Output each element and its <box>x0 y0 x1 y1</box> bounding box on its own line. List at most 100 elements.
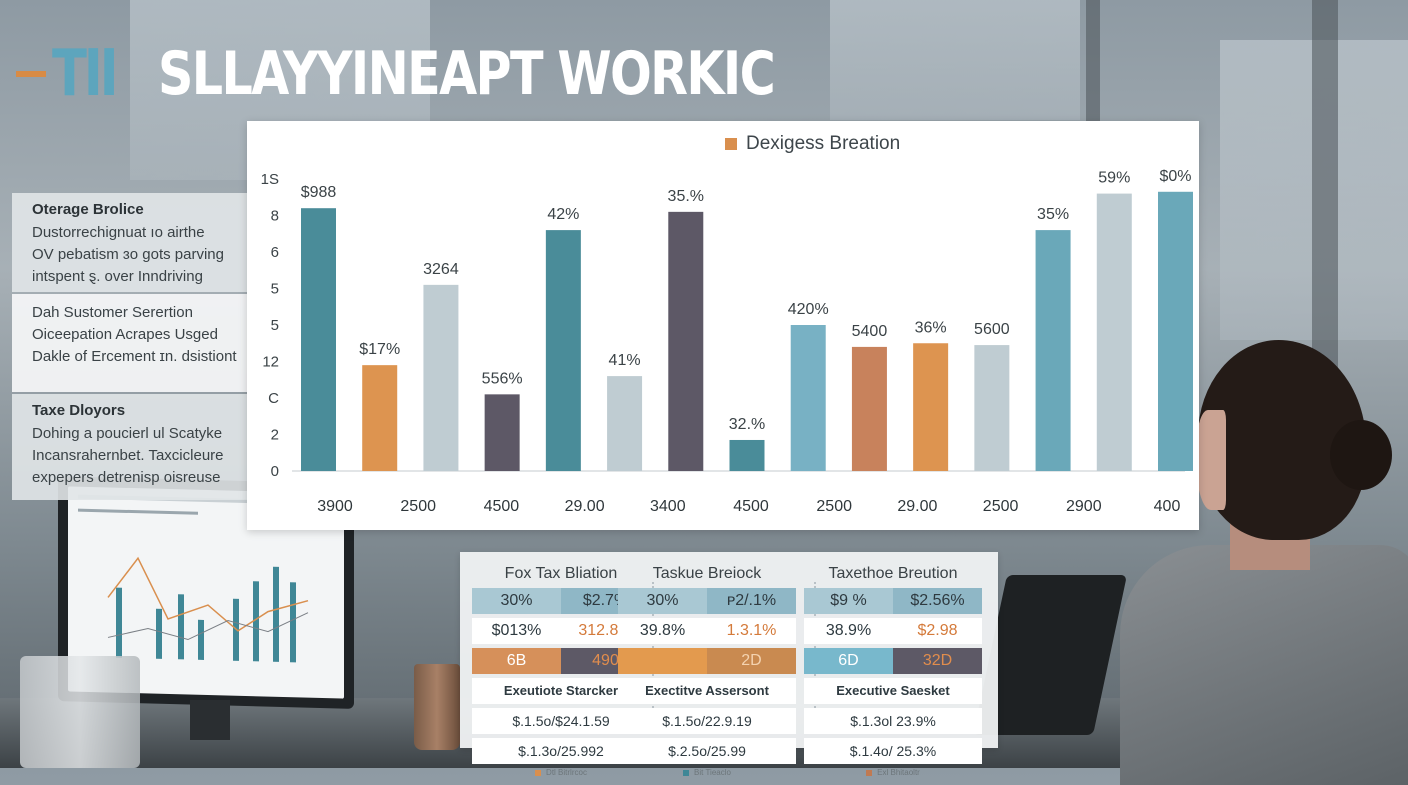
table-row: Executive Saesket <box>804 678 982 704</box>
table-cell: 32D <box>893 648 982 674</box>
bar <box>851 346 887 471</box>
info-line: Incansrahernbet. Taxcicleure <box>32 447 224 464</box>
bar-data-label: 5600 <box>974 321 1010 338</box>
table-header: Taskue Breiock <box>652 565 762 582</box>
footer-swatch <box>535 769 542 776</box>
table-cell: 38.9% <box>825 622 872 639</box>
table-cell: $.1.5o/$24.1.59 <box>512 713 610 729</box>
bar <box>1035 230 1071 471</box>
table-row: $.1.3ol 23.9% <box>804 708 982 734</box>
info-heading: Oterage Brolice <box>32 201 144 218</box>
bar-data-label: 42% <box>547 206 579 223</box>
bar <box>668 211 704 471</box>
table-cell: 39.8% <box>639 622 686 639</box>
table-cell: $013% <box>491 622 542 639</box>
table-label: Exectitve Assersont <box>645 683 769 698</box>
info-line: intspent ȿ. over Inndriving <box>32 268 203 285</box>
x-tick-label: 29.00 <box>897 498 937 515</box>
table-cell: $9 % <box>830 592 867 609</box>
y-tick-label: 1S <box>261 171 279 188</box>
info-line: Dakle of Ercement ɪn. dsistiont <box>32 348 237 365</box>
table-cell: 1.3.1% <box>726 622 777 639</box>
legend-label: Dexigess Breation <box>746 133 901 154</box>
table-cell: ᴘ2/.1% <box>707 588 796 614</box>
bar <box>913 343 949 471</box>
footer-swatch <box>683 769 690 776</box>
bar <box>545 230 581 471</box>
bar-data-label: 32.% <box>729 416 765 433</box>
table-row: 6B 490 <box>472 648 650 674</box>
table-cell: 30% <box>646 592 679 609</box>
table-row: 30% ᴘ2/.1% <box>618 588 796 614</box>
bar-data-label: 5400 <box>852 323 888 340</box>
table-cell: $.1.4o/ 25.3% <box>849 743 937 759</box>
info-block: Taxe Dloyors Dohing a poucierl ul Scatyk… <box>12 394 248 500</box>
y-tick-label: 0 <box>271 463 279 480</box>
table-cell: $2.56% <box>893 588 982 614</box>
x-tick-label: 2900 <box>1066 498 1102 515</box>
bar <box>301 208 336 471</box>
x-tick-label: 3400 <box>650 498 686 515</box>
bar <box>790 325 826 471</box>
bar-data-label: 35% <box>1037 206 1069 223</box>
table-cell: $.1.3o/25.992 <box>518 743 604 759</box>
table-cell: $2.98 <box>917 622 958 639</box>
bar-chart-card: 1S 8 6 5 5 12 C 2 0 $988 $17% 3264 556% 42% 41% 35.% 32.… <box>247 121 1199 530</box>
table-header: Fox Tax Bliation <box>504 565 618 582</box>
bar <box>729 439 765 471</box>
table-row: 38.9% $2.98 <box>804 618 982 644</box>
footer-label: Dtl Bitrlrcoc <box>546 768 587 777</box>
table-cell: $.1.3ol 23.9% <box>850 713 936 729</box>
chart-legend: Dexigess Breation <box>725 133 900 155</box>
table-row: Exectitve Assersont <box>618 678 796 704</box>
bar-data-label: 556% <box>482 370 523 387</box>
title-accent-dash <box>16 71 46 77</box>
y-tick-label: 2 <box>271 427 279 444</box>
monitor-stand <box>190 700 230 740</box>
info-line: Dustorrechignuat ıo airthe <box>32 224 205 241</box>
table-row: 2D <box>618 648 796 674</box>
x-tick-label: 4500 <box>484 498 520 515</box>
table-cell: $.2.5o/25.99 <box>668 743 746 759</box>
tax-tables-panel: Fox Tax Bliation 30% $2.7% $013% 312.8% 6B… <box>460 552 998 777</box>
table-cell: $.1.5o/22.9.19 <box>662 713 752 729</box>
bar-data-label: 41% <box>609 352 641 369</box>
bar <box>362 365 398 471</box>
table-cell <box>618 648 707 674</box>
x-tick-label: 400 <box>1154 498 1181 515</box>
y-tick-label: 5 <box>271 317 279 334</box>
tax-table: Taxethoe Breution $9 % $2.56% 38.9% $2.98 … <box>804 560 982 777</box>
legend-swatch <box>725 138 737 150</box>
bar <box>607 376 643 471</box>
info-block: Oterage Brolice Dustorrechignuat ıo airt… <box>12 193 248 292</box>
info-line: Dah Sustomer Serertion <box>32 304 193 321</box>
x-tick-label: 2500 <box>816 498 852 515</box>
table-row: $.1.5o/22.9.19 <box>618 708 796 734</box>
table-header: Taxethoe Breution <box>828 565 958 582</box>
title-text: SLLAYYINEAPT WORKIC <box>158 39 776 109</box>
bar-data-label: 420% <box>788 301 829 318</box>
bar-chart: 1S 8 6 5 5 12 C 2 0 $988 $17% 3264 556% 42% 41% 35.% 32.… <box>261 168 1193 515</box>
bar <box>1158 191 1193 471</box>
bar <box>1096 193 1132 471</box>
table-footer: Bit Tieaclo <box>618 768 796 777</box>
bar-data-label: 3264 <box>423 261 459 278</box>
title-mark: TII <box>52 37 119 111</box>
y-tick-label: C <box>268 390 279 407</box>
table-row: $9 % $2.56% <box>804 588 982 614</box>
table-footer: Exl Bhitaoltr <box>804 768 982 777</box>
table-row: $.2.5o/25.99 <box>618 738 796 764</box>
info-block: Dah Sustomer Serertion Oiceepation Acrap… <box>12 294 248 392</box>
bar <box>484 394 520 471</box>
footer-label: Exl Bhitaoltr <box>877 768 920 777</box>
bar-data-label: $988 <box>301 184 337 201</box>
x-tick-label: 29.00 <box>565 498 605 515</box>
table-row: 6D 32D <box>804 648 982 674</box>
bar-data-label: 59% <box>1098 170 1130 187</box>
x-tick-label: 2500 <box>983 498 1019 515</box>
table-row: $.1.4o/ 25.3% <box>804 738 982 764</box>
tax-table: Taskue Breiock 30% ᴘ2/.1% 39.8% 1.3.1% 2D … <box>618 560 796 777</box>
person-at-desk <box>1030 340 1408 785</box>
x-tick-label: 3900 <box>317 498 353 515</box>
bar-data-label: 35.% <box>668 188 704 205</box>
